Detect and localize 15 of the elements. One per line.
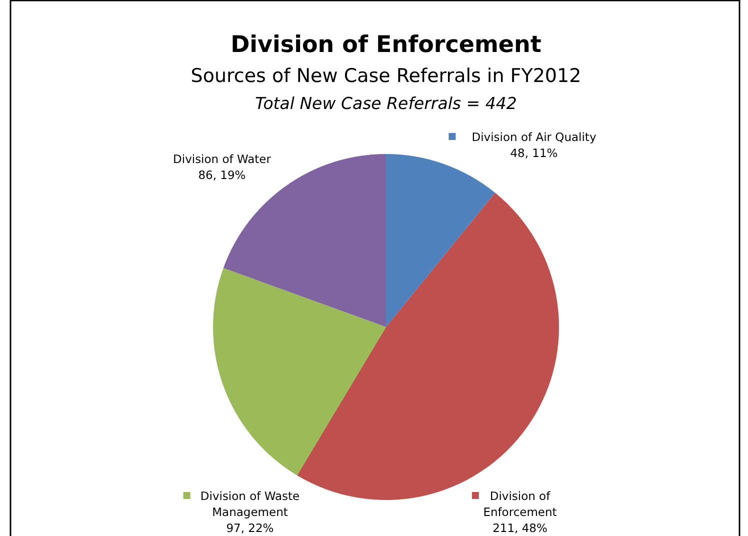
legend-label: Division of Enforcement — [483, 489, 558, 519]
data-label: 48, 11% — [510, 146, 558, 160]
slice-label: Division of Water — [173, 152, 272, 166]
pie-slice — [297, 192, 559, 500]
legend-label: Division of Air Quality — [472, 130, 596, 144]
text: Total New Case Referrals = 442 — [255, 94, 517, 113]
legend-label: Division of Waste Management — [200, 489, 300, 519]
pie-slice — [213, 268, 386, 476]
pie-slice — [223, 154, 386, 327]
chart-title: Division of Enforcement — [230, 32, 542, 58]
data-label: 211, 48% — [492, 521, 548, 535]
chart-subtitle: Sources of New Case Referrals in FY2012 — [190, 65, 582, 87]
pie-slice — [386, 154, 496, 327]
data-label: 97, 22% — [226, 521, 274, 535]
data-label: 86, 19% — [198, 168, 246, 182]
